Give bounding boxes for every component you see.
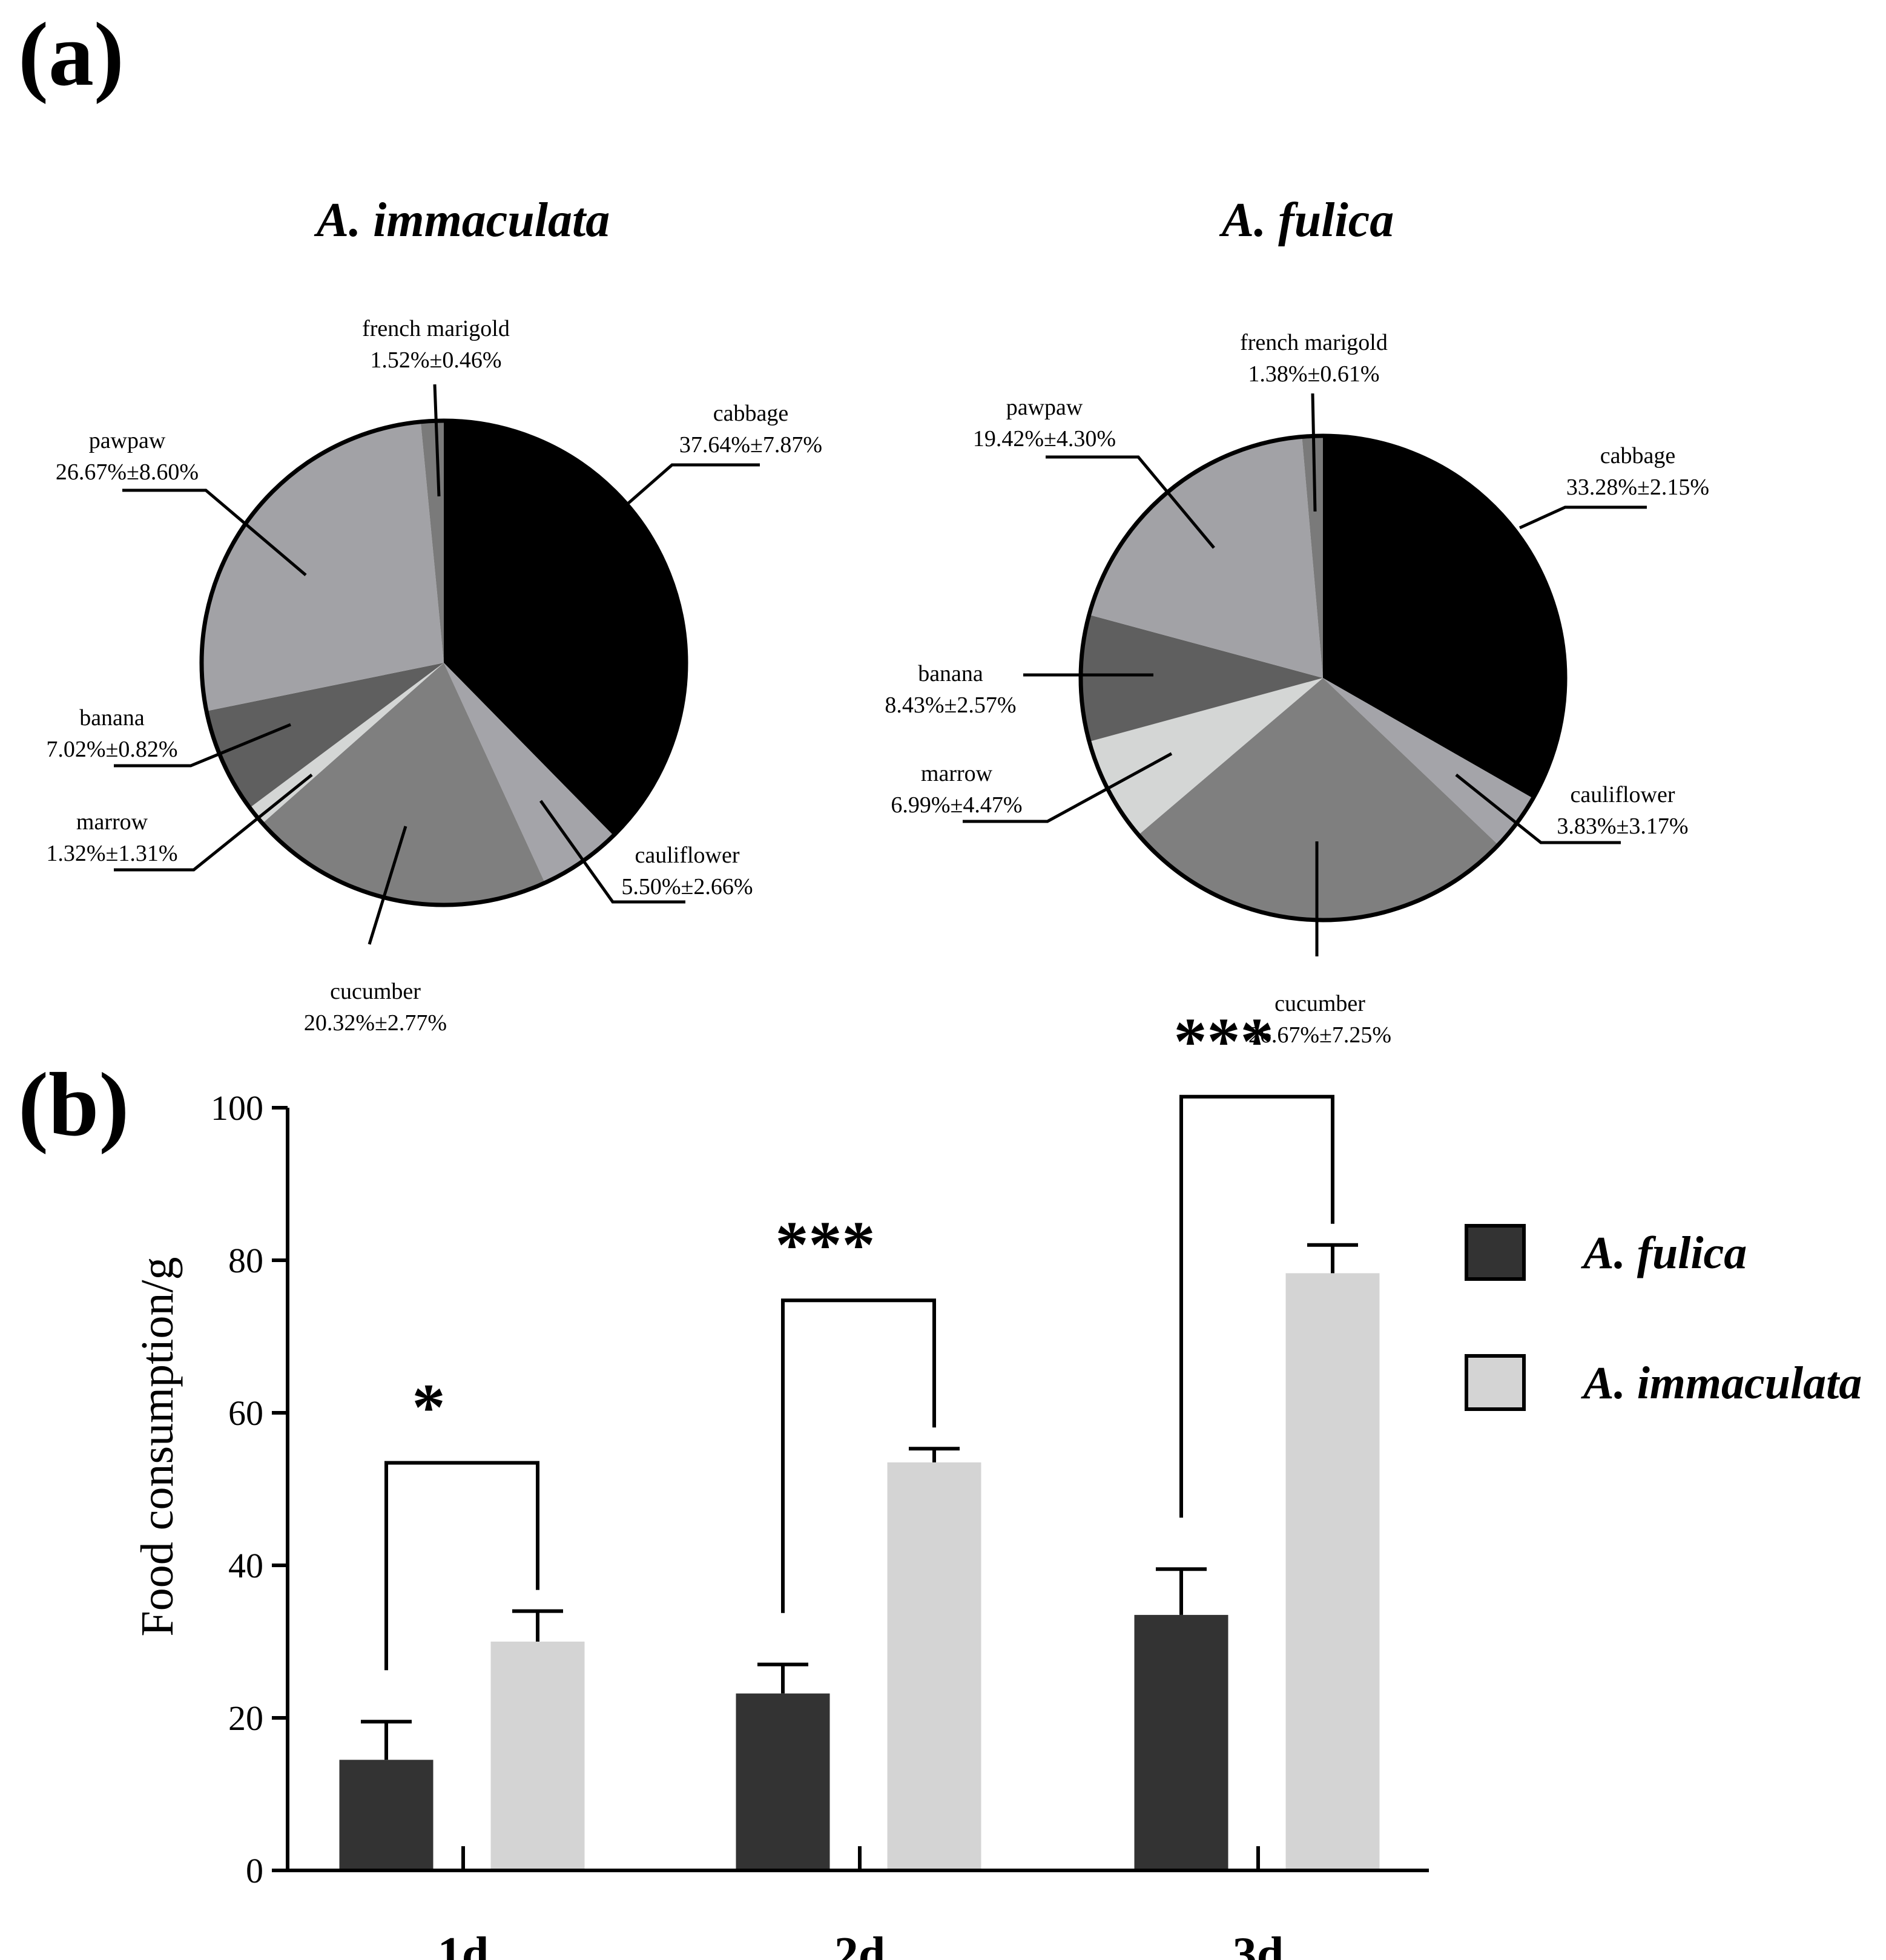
leader-line-pawpaw [122,488,307,576]
y-tick-label: 0 [246,1851,263,1890]
slice-value-marrow: 1.32%±1.31% [46,841,177,866]
x-tick-label-2d: 2d [834,1928,886,1960]
legend: A. fulica A. immaculata [1465,1224,1862,1411]
leader-line-cauliflower [1455,774,1621,844]
pie-slice-cabbage [444,421,686,836]
slice-value-cauliflower: 5.50%±2.66% [621,874,753,899]
legend-label-fulica: A. fulica [1581,1228,1747,1278]
leader-line-french-marigold [1311,393,1317,512]
pie-chart-fulica: A. fulica cabbage 33.28%±2.15% cauliflower… [885,194,1709,1048]
pie-labels: cabbage 37.64%±7.87% cauliflower 5.50%±2.66… [46,316,822,1036]
bars [339,1243,1380,1870]
slice-value-pawpaw: 26.67%±8.60% [56,459,199,485]
slice-label-cauliflower: cauliflower [635,843,739,868]
legend-swatch-fulica [1465,1224,1526,1281]
leader-line-french-marigold [433,384,441,497]
slice-label-cabbage: cabbage [713,401,788,426]
slice-label-banana: banana [79,705,145,731]
slice-label-cucumber: cucumber [330,979,421,1004]
significance-marker: * [412,1370,446,1444]
pie-slices [199,418,688,907]
x-axis: 1d 2d 3d [286,1846,1429,1960]
y-tick-label: 60 [228,1393,263,1433]
pie-labels: cabbage 33.28%±2.15% cauliflower 3.83%±3.17… [885,330,1709,1048]
slice-label-cabbage: cabbage [1600,443,1675,469]
y-tick-label: 40 [228,1546,263,1585]
panel-a-label: (a) [18,4,124,105]
x-tick-label-1d: 1d [438,1928,489,1960]
y-axis: 0 20 40 60 80 100 [211,1088,289,1890]
bar-fulica-2d [736,1693,830,1870]
slice-label-french-marigold: french marigold [1240,330,1388,355]
leader-line-pawpaw [1046,455,1215,549]
pie-title: A. fulica [1219,194,1394,247]
pie-slice-cucumber [1138,678,1499,921]
bar-fulica-1d [339,1760,434,1870]
slice-label-pawpaw: pawpaw [1006,395,1083,420]
pie-slice-cucumber [262,663,546,905]
slice-value-french-marigold: 1.52%±0.46% [370,347,501,373]
pie-slice-banana [1081,614,1323,742]
slice-label-cucumber: cucumber [1274,991,1365,1016]
pie-outline [1078,433,1568,922]
leader-line-cabbage [1518,505,1647,530]
leader-line-cabbage [627,463,760,505]
bar-immaculata-2d [887,1462,981,1870]
significance-bracket [781,1298,936,1613]
leader-line-cucumber [368,826,407,945]
slice-value-cabbage: 37.64%±7.87% [679,432,822,458]
pie-slices [1078,433,1568,922]
slice-value-cucumber: 20.32%±2.77% [304,1010,447,1036]
slice-value-marrow: 6.99%±4.47% [891,792,1022,818]
leader-line-banana [114,723,291,768]
significance-marker: *** [776,1208,875,1281]
pie-slice-marrow [1089,678,1323,835]
pie-slice-pawpaw [1089,436,1323,678]
significance-bracket [1179,1094,1334,1518]
slice-label-marrow: marrow [76,809,148,835]
bar-immaculata-3d [1285,1273,1380,1870]
slice-label-marrow: marrow [921,761,993,786]
slice-value-french-marigold: 1.38%±0.61% [1248,361,1379,387]
leader-line-marrow [114,774,313,872]
legend-label-immaculata: A. immaculata [1581,1358,1862,1409]
slice-value-pawpaw: 19.42%±4.30% [973,426,1116,452]
pie-slice-cauliflower [1323,678,1534,845]
panel-b-label: (b) [18,1054,129,1155]
pie-slice-french-marigold [1302,436,1323,678]
slice-label-cauliflower: cauliflower [1570,782,1675,807]
y-axis-label: Food consumption/g [132,1257,183,1636]
pie-slice-cauliflower [444,663,614,883]
slice-value-banana: 8.43%±2.57% [885,692,1016,718]
pie-outline [199,418,688,907]
legend-swatch-immaculata [1465,1354,1526,1411]
x-tick-label-3d: 3d [1233,1928,1284,1960]
slice-label-banana: banana [918,661,983,686]
y-tick-label: 100 [211,1088,263,1128]
pie-title: A. immaculata [314,194,610,247]
slice-label-pawpaw: pawpaw [89,428,166,453]
pie-slice-cabbage [1323,436,1565,798]
slice-value-cauliflower: 3.83%±3.17% [1557,814,1688,839]
leader-line-cauliflower [539,800,685,904]
y-tick-label: 80 [228,1241,263,1280]
pie-slice-banana [206,663,444,808]
slice-value-banana: 7.02%±0.82% [46,737,177,762]
significance-brackets: ******* [384,1004,1334,1671]
slice-value-cabbage: 33.28%±2.15% [1566,475,1709,500]
bar-immaculata-1d [490,1642,585,1870]
pie-chart-immaculata: A. immaculata cabbage 37.64%±7.87% caulifl… [46,194,822,1036]
significance-marker: *** [1174,1004,1274,1078]
leader-line-marrow [963,752,1173,823]
pie-slice-marrow [249,663,444,824]
slice-value-cucumber: 26.67%±7.25% [1248,1022,1391,1048]
y-tick-label: 20 [228,1699,263,1738]
bar-fulica-3d [1134,1614,1228,1870]
significance-bracket [384,1461,539,1671]
pie-slice-pawpaw [201,421,444,711]
slice-label-french-marigold: french marigold [362,316,510,341]
